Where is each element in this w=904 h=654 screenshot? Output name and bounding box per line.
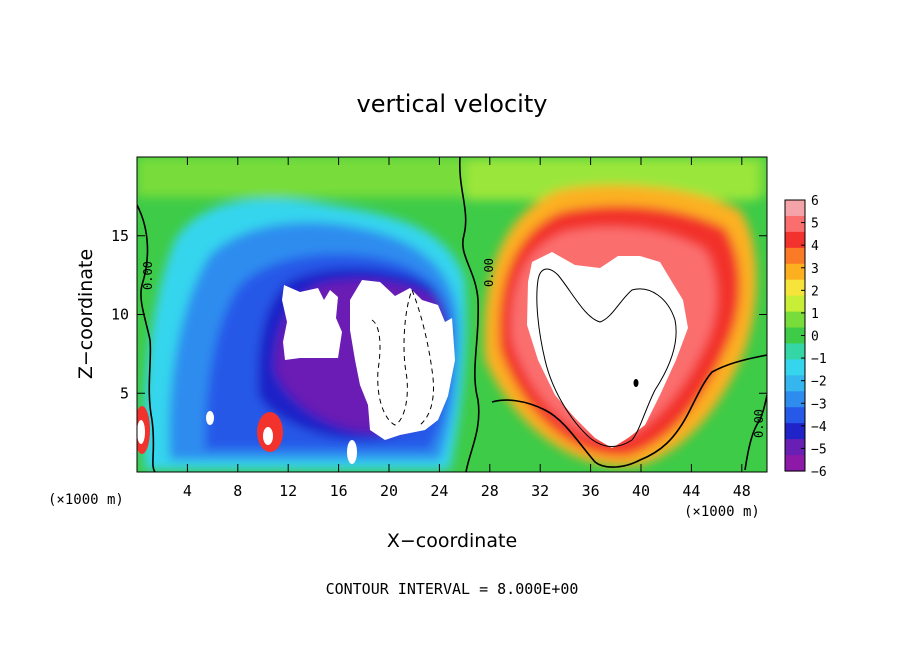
x-tick-label: 4 [183,482,192,500]
y-tick-label: 5 [120,384,129,402]
contour-interval-note: CONTOUR INTERVAL = 8.000E+00 [326,580,579,598]
lower-left-cell-core [137,420,145,444]
negative-contour [371,288,434,426]
colorbar-label: −5 [811,442,827,457]
colorbar-swatch [785,343,805,361]
updraft-saturated-core [527,252,688,448]
colorbar-swatch [785,295,805,313]
colorbar-label: 0 [811,330,819,345]
contour-label-middle: 0.00 [482,258,496,287]
downdraft-saturated-right [350,280,455,440]
y-tick-label: 10 [111,306,129,324]
x-tick-label: 48 [733,482,751,500]
plot-area: 0.00 0.00 0.00 [137,157,767,472]
x-tick-label: 24 [430,482,448,500]
colorbar-swatch [785,200,805,217]
colorbar-swatch [785,231,805,249]
colorbar-swatch [785,311,805,329]
colorbar-swatch [785,423,805,440]
colorbar-swatch [785,279,805,297]
y-axis: 5 10 15 [111,227,767,402]
x-tick-label: 28 [481,482,499,500]
x-unit-left: (×1000 m) [48,492,124,508]
colorbar-label: 5 [811,217,819,232]
zero-contour-left [137,204,156,472]
colorbar-swatch [785,407,805,424]
x-tick-label: 44 [682,482,700,500]
colorbar-swatch [785,455,805,472]
colorbar-swatch [785,359,805,376]
colorbar-label: −4 [811,420,827,435]
x-tick-label: 40 [632,482,650,500]
x-axis-label: X−coordinate [387,530,517,552]
colorbar-swatch [785,263,805,281]
colorbar-label: −1 [811,352,827,367]
x-tick-label: 20 [380,482,398,500]
colorbar: 6 5 4 3 2 1 0 −1 −2 −3 −4 −5 −6 [784,194,827,480]
x-tick-label: 8 [233,482,242,500]
x-tick-label: 32 [531,482,549,500]
downdraft-saturated-left [282,285,342,360]
colorbar-label: 4 [811,239,819,254]
updraft-small-contour [633,379,639,387]
colorbar-swatch [785,439,805,456]
colorbar-swatch [785,391,805,408]
colorbar-label: 6 [811,194,819,209]
colorbar-label: 2 [811,284,819,299]
chart-title: vertical velocity [357,90,548,118]
y-axis-label: Z−coordinate [75,249,97,379]
small-white-spot [206,411,214,425]
colorbar-label: −3 [811,397,827,412]
colorbar-swatch [785,247,805,265]
zero-contour-updraft [491,354,767,468]
x-tick-label: 12 [279,482,297,500]
contour-label-left: 0.00 [141,261,155,290]
x-tick-label: 36 [582,482,600,500]
colorbar-swatch [785,327,805,345]
small-updraft-cell-core [263,427,273,445]
small-downdraft-cell [347,440,357,464]
colorbar-label: −2 [811,375,827,390]
y-tick-label: 15 [111,227,129,245]
zero-contour-right [744,394,767,471]
x-unit-right: (×1000 m) [684,504,760,520]
colorbar-swatch [785,375,805,392]
colorbar-swatch [785,215,805,233]
updraft-inner-contour [536,268,677,447]
contour-label-right: 0.00 [752,409,766,438]
x-axis: 4 8 12 16 20 24 28 32 36 40 44 48 [183,157,751,500]
zero-contour-middle [458,157,480,472]
x-tick-label: 16 [330,482,348,500]
colorbar-label: 1 [811,307,819,322]
colorbar-label: 3 [811,262,819,277]
colorbar-label: −6 [811,465,827,480]
